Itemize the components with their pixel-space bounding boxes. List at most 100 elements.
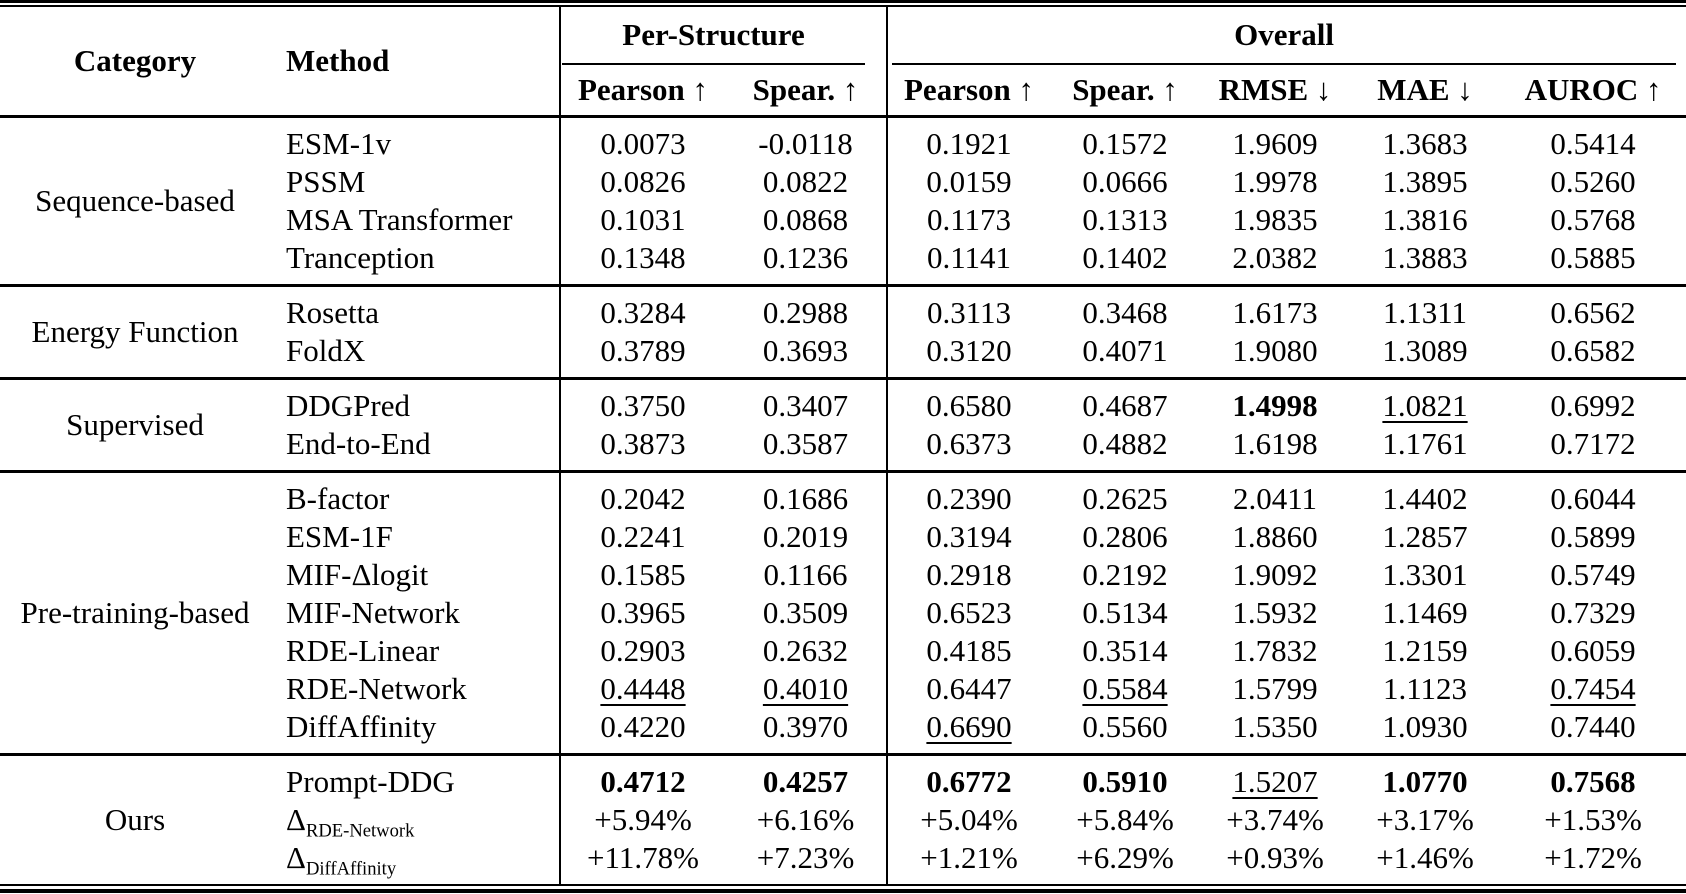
section-pre-training-based: Pre-training-based B-factor 0.2042 0.1686 0.… <box>0 471 1686 755</box>
value-cell: +1.21% <box>886 839 1051 884</box>
value-cell: 0.2019 <box>762 519 849 554</box>
value-cell: 0.1686 <box>762 481 849 516</box>
value-cell: 1.3816 <box>1382 202 1468 237</box>
value-cell: 0.7568 <box>1550 764 1636 799</box>
value-cell: +1.46% <box>1376 840 1474 875</box>
value-cell: 1.2857 <box>1382 519 1468 554</box>
value-cell: 0.7329 <box>1550 595 1636 630</box>
value-cell: 1.3301 <box>1382 557 1468 592</box>
value-cell: 0.3970 <box>762 709 849 744</box>
value-cell: +5.84% <box>1076 802 1174 837</box>
value-cell: 0.0666 <box>1082 164 1168 199</box>
table-top-rule <box>0 0 1686 3</box>
table-row: RDE-Network 0.4448 0.4010 0.6447 0.5584 1.579… <box>0 670 1686 708</box>
method-cell: B-factor <box>286 481 390 516</box>
value-cell: 0.5768 <box>1550 202 1636 237</box>
value-cell: 1.9978 <box>1232 164 1318 199</box>
value-cell: +5.94% <box>559 801 725 839</box>
value-cell: 0.1141 <box>886 239 1051 286</box>
value-cell: 0.3194 <box>886 518 1051 556</box>
table-row: Energy Function Rosetta 0.3284 0.2988 0.3113… <box>0 285 1686 349</box>
value-cell: 1.1123 <box>1382 671 1468 706</box>
group-header-overall-label: Overall <box>892 7 1677 65</box>
value-cell: 0.5260 <box>1550 164 1636 199</box>
value-cell: 0.0822 <box>762 164 849 199</box>
value-cell: 0.3587 <box>762 426 849 461</box>
value-cell: 0.7440 <box>1550 709 1636 744</box>
value-cell: 0.0868 <box>762 202 849 237</box>
value-cell: +5.04% <box>886 801 1051 839</box>
value-cell: 2.0382 <box>1232 240 1318 275</box>
value-cell: 0.6447 <box>886 670 1051 708</box>
value-cell: 0.3514 <box>1082 633 1168 668</box>
method-cell: End-to-End <box>286 426 431 461</box>
value-cell: 1.5350 <box>1232 709 1318 744</box>
value-cell: 0.5560 <box>1082 709 1168 744</box>
value-cell: 1.1761 <box>1382 426 1468 461</box>
value-cell: 0.1348 <box>559 239 725 286</box>
value-cell: 0.5134 <box>1082 595 1168 630</box>
method-cell: DDGPred <box>286 388 410 423</box>
table-header: Category Method Per-Structure Overall Pe… <box>0 7 1686 117</box>
value-cell: 0.6582 <box>1550 333 1636 368</box>
value-cell: 0.3468 <box>1082 295 1168 330</box>
value-cell: 0.1572 <box>1082 126 1168 161</box>
method-subscript: DiffAffinity <box>305 858 397 880</box>
value-cell: 0.0826 <box>559 163 725 201</box>
value-cell: 0.1166 <box>763 557 848 592</box>
table-row: ΔDiffAffinity +11.78% +7.23% +1.21% +6.29% +0… <box>0 839 1686 884</box>
value-cell: +1.72% <box>1544 840 1642 875</box>
table-row: PSSM 0.0826 0.0822 0.0159 0.0666 1.9978 1.3895… <box>0 163 1686 201</box>
table-row: Supervised DDGPred 0.3750 0.3407 0.6580 0.468… <box>0 378 1686 442</box>
value-cell: 0.6059 <box>1550 633 1636 668</box>
table-row: ΔRDE-Network +5.94% +6.16% +5.04% +5.84% +3.7… <box>0 801 1686 842</box>
category-cell: Pre-training-based <box>20 595 250 630</box>
value-cell: 0.5899 <box>1550 519 1636 554</box>
value-cell: 0.1402 <box>1082 240 1168 275</box>
value-cell: 0.1031 <box>559 201 725 239</box>
method-cell: RDE-Network <box>286 671 467 706</box>
table-row: MSA Transformer 0.1031 0.0868 0.1173 0.1313 1… <box>0 201 1686 239</box>
value-cell: 0.6044 <box>1550 481 1636 516</box>
value-cell: 1.1311 <box>1382 295 1468 330</box>
value-cell: 1.5932 <box>1232 595 1318 630</box>
method-cell: FoldX <box>286 333 366 368</box>
value-cell: 0.1236 <box>762 240 849 275</box>
value-cell: 1.9609 <box>1232 126 1318 161</box>
value-cell: 0.2632 <box>762 633 849 668</box>
value-cell: 0.3873 <box>559 425 725 472</box>
table-row: ESM-1F 0.2241 0.2019 0.3194 0.2806 1.8860 1.28… <box>0 518 1686 556</box>
value-cell: 0.6580 <box>886 378 1051 425</box>
table-row: Pre-training-based B-factor 0.2042 0.1686 0.… <box>0 471 1686 630</box>
method-cell: PSSM <box>286 164 366 199</box>
value-cell: 0.3789 <box>559 332 725 379</box>
method-cell: ΔRDE-Network <box>286 802 415 842</box>
method-cell: Rosetta <box>286 295 379 330</box>
method-cell: Prompt-DDG <box>286 764 455 799</box>
value-cell: 0.0073 <box>559 116 725 163</box>
table-row: MIF-Network 0.3965 0.3509 0.6523 0.5134 1.593… <box>0 594 1686 632</box>
section-ours: Ours Prompt-DDG 0.4712 0.4257 0.6772 0.5910 1.… <box>0 754 1686 884</box>
value-cell: 0.4712 <box>559 754 725 801</box>
value-cell: 1.5207 <box>1232 764 1318 799</box>
value-cell: +6.29% <box>1076 840 1174 875</box>
value-cell: 0.5584 <box>1082 671 1168 706</box>
method-cell: MIF-Network <box>286 595 460 630</box>
value-cell: 1.0770 <box>1382 764 1468 799</box>
value-cell: 0.5885 <box>1550 240 1636 275</box>
value-cell: 0.2390 <box>886 471 1051 518</box>
value-cell: +3.74% <box>1226 802 1324 837</box>
value-cell: 1.9080 <box>1232 333 1318 368</box>
method-cell: MIF-Δlogit <box>286 557 429 592</box>
value-cell: 0.2042 <box>559 471 725 518</box>
col-header-metric-0: Pearson ↑ <box>559 65 725 117</box>
section-energy-function: Energy Function Rosetta 0.3284 0.2988 0.3113… <box>0 285 1686 379</box>
value-cell: 1.3883 <box>1382 240 1468 275</box>
value-cell: 0.1313 <box>1082 202 1168 237</box>
method-subscript: RDE-Network <box>305 820 415 842</box>
col-header-method: Method <box>286 43 390 78</box>
value-cell: 1.0821 <box>1382 388 1468 423</box>
table-row: Ours Prompt-DDG 0.4712 0.4257 0.6772 0.5910 1.… <box>0 754 1686 837</box>
col-header-metric-3: Spear. ↑ <box>1072 72 1178 107</box>
table-bottom-rule-gap <box>0 886 1686 889</box>
